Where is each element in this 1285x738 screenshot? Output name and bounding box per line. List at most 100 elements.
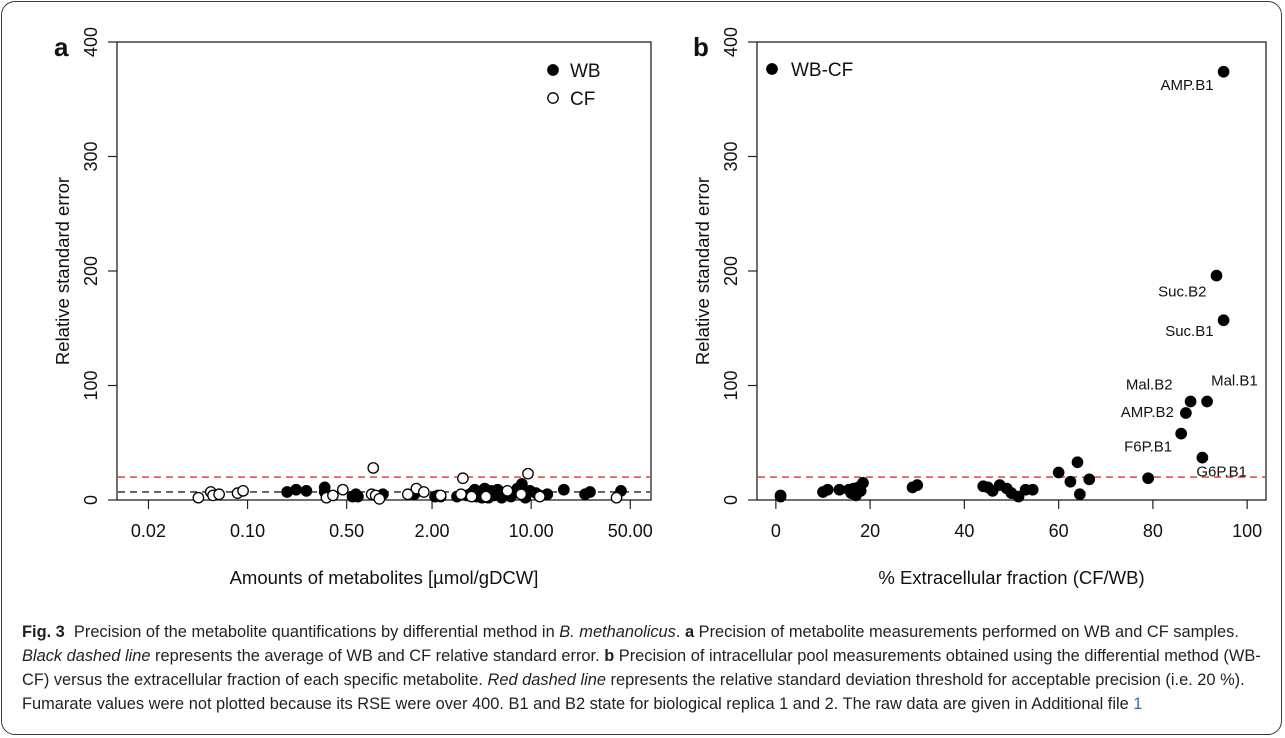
point-label-Suc.B1: Suc.B1 — [1165, 323, 1213, 340]
x-tick-label-a-1: 0.10 — [230, 521, 265, 541]
legend-label-WB: WB — [570, 61, 601, 82]
data-point-a-CF-18 — [457, 472, 469, 485]
data-point-b-WB-CF-25 — [1071, 456, 1084, 469]
y-tick-label-a-2: 200 — [81, 256, 101, 286]
x-tick-label-a-5: 50.00 — [608, 521, 653, 541]
caption-fig-label: Fig. 3 — [22, 623, 65, 641]
panel-label-b: b — [693, 32, 709, 62]
data-point-b-WB-CF-23 — [1052, 466, 1065, 479]
data-point-a-CF-17 — [455, 488, 467, 501]
plot-area-b — [756, 41, 1267, 501]
x-tick-label-b-0: 0 — [771, 521, 781, 541]
data-point-a-CF-21 — [501, 484, 514, 497]
caption-panel-a: a — [684, 623, 695, 641]
data-point-b-WB-CF-27 — [1083, 473, 1096, 486]
point-label-G6P.B1: G6P.B1 — [1196, 464, 1247, 481]
data-point-b-WB-CF-34 — [1210, 269, 1223, 282]
x-axis-label-a: Amounts of metabolites [µmol/gDCW] — [230, 567, 539, 588]
x-axis-label-b: % Extracellular fraction (CF/WB) — [878, 567, 1144, 588]
y-tick-label-b-4: 400 — [721, 27, 741, 57]
data-point-a-CF-24 — [533, 490, 546, 503]
data-point-a-CF-25 — [610, 491, 623, 504]
caption-text-3: Precision of metabolite measurements per… — [694, 623, 1239, 641]
data-point-a-CF-16 — [434, 489, 447, 502]
y-tick-label-a-0: 0 — [81, 495, 101, 505]
data-point-b-WB-CF-29 — [1175, 427, 1188, 440]
y-axis-label-a: Relative standard error — [52, 177, 73, 365]
x-tick-label-a-0: 0.02 — [131, 521, 166, 541]
point-label-Mal.B1: Mal.B1 — [1211, 373, 1258, 390]
y-tick-label-a-3: 300 — [81, 141, 101, 171]
caption-red-line: Red dashed line — [487, 671, 606, 689]
point-label-AMP.B1: AMP.B1 — [1160, 77, 1213, 94]
x-tick-label-b-5: 100 — [1232, 521, 1262, 541]
data-point-b-WB-CF-26 — [1073, 488, 1086, 501]
data-point-a-CF-10 — [367, 462, 380, 474]
x-tick-label-a-3: 2.00 — [415, 521, 450, 541]
x-tick-label-b-3: 60 — [1049, 521, 1069, 541]
data-point-a-WB-36 — [557, 483, 570, 496]
y-axis-label-b: Relative standard error — [692, 177, 713, 365]
x-tick-label-b-4: 80 — [1143, 521, 1163, 541]
point-label-F6P.B1: F6P.B1 — [1124, 439, 1172, 456]
data-point-b-WB-CF-33 — [1201, 395, 1213, 408]
caption-species: B. methanolicus — [559, 623, 676, 641]
data-point-b-WB-CF-36 — [1217, 65, 1230, 78]
data-point-a-CF-19 — [465, 490, 478, 503]
y-tick-label-b-3: 300 — [721, 141, 741, 171]
caption-text-5: Precision of intracellular pool measurem… — [22, 647, 1261, 689]
caption-text-6: represents the relative standard deviati… — [22, 671, 1245, 713]
legend-marker-CF — [547, 92, 559, 104]
x-tick-label-a-2: 0.50 — [329, 521, 364, 541]
data-point-b-WB-CF-28 — [1142, 472, 1155, 485]
data-point-a-WB-1 — [290, 483, 302, 496]
point-label-Suc.B2: Suc.B2 — [1158, 284, 1206, 301]
panel-label-a: a — [54, 32, 69, 62]
y-tick-label-b-1: 100 — [721, 370, 741, 400]
y-tick-label-b-0: 0 — [721, 495, 741, 505]
data-point-a-CF-8 — [337, 483, 349, 496]
plot-area-a — [116, 41, 652, 501]
data-point-a-CF-13 — [401, 488, 414, 501]
data-point-a-WB-7 — [352, 490, 364, 503]
data-point-b-WB-CF-13 — [911, 479, 924, 491]
data-point-b-WB-CF-32 — [1196, 451, 1209, 464]
data-point-a-CF-12 — [373, 493, 386, 505]
data-point-a-CF-20 — [480, 490, 492, 503]
y-tick-label-b-2: 200 — [721, 256, 741, 286]
x-tick-label-b-2: 40 — [954, 521, 974, 541]
data-point-a-CF-7 — [327, 489, 339, 502]
data-point-b-WB-CF-30 — [1180, 407, 1192, 419]
data-point-a-CF-23 — [522, 467, 534, 480]
data-point-b-WB-CF-31 — [1184, 395, 1197, 408]
point-label-AMP.B2: AMP.B2 — [1121, 404, 1174, 421]
y-tick-label-a-1: 100 — [81, 370, 101, 400]
caption-text-4: represents the average of WB and CF rela… — [150, 647, 605, 665]
legend-label-WB-CF: WB-CF — [791, 60, 853, 81]
point-label-Mal.B2: Mal.B2 — [1126, 377, 1173, 394]
caption-black-line: Black dashed line — [22, 647, 151, 665]
figure-canvas: a0.02 0.10 0.50 2.00 10.00 50.000100200300400… — [52, 27, 1267, 588]
y-tick-label-a-4: 400 — [81, 27, 101, 57]
data-point-a-CF-0 — [192, 491, 205, 504]
data-point-b-WB-CF-3 — [821, 483, 834, 496]
data-point-a-CF-22 — [515, 488, 528, 501]
x-tick-label-a-4: 10.00 — [509, 521, 554, 541]
caption-panel-b: b — [604, 647, 615, 665]
data-point-b-WB-CF-1 — [774, 489, 787, 502]
data-point-a-WB-38 — [584, 486, 596, 498]
x-tick-label-b-1: 20 — [860, 521, 880, 541]
legend-marker-WB-CF — [766, 63, 778, 75]
data-point-b-WB-CF-35 — [1217, 314, 1230, 327]
caption-text-2: . — [675, 623, 685, 641]
data-point-b-WB-CF-24 — [1064, 475, 1077, 488]
data-point-b-WB-CF-11 — [857, 476, 869, 489]
caption-text-1: Precision of the metabolite quantificati… — [73, 623, 560, 641]
additional-file-link[interactable]: 1 — [1133, 695, 1143, 713]
figure-caption: Fig. 3 Precision of the metabolite quant… — [22, 620, 1272, 716]
data-point-b-WB-CF-22 — [1026, 483, 1039, 496]
data-point-a-CF-15 — [417, 486, 430, 498]
data-point-a-CF-3 — [213, 488, 225, 501]
data-point-b-WB-CF-20 — [1012, 490, 1025, 503]
